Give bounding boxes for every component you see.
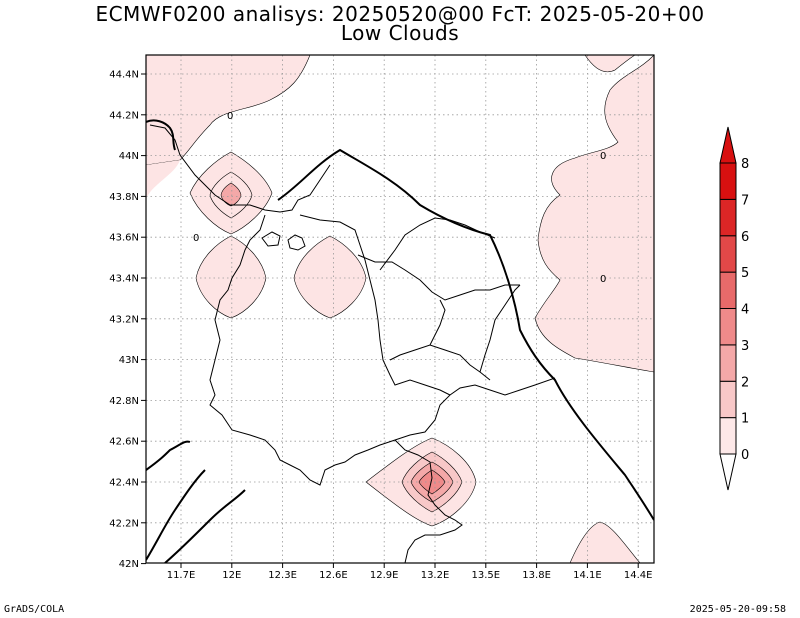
cloud-area-top-right [584,55,636,73]
colorbar-label: 5 [741,266,749,281]
colorbar-lower-arrow [719,453,737,491]
colorbar-label: 8 [741,157,749,172]
cloud-area-diamond-3 [293,235,367,319]
cloud-core-4c [418,469,446,495]
colorbar-segment [719,198,737,237]
lake-trasimeno [287,234,306,251]
map-frame [145,54,655,564]
map-axes: 11.7E 12E 12.3E 12.6E 12.9E 13.2E 13.5E 13.8E 14… [109,70,652,582]
colorbar-segment [719,235,737,273]
lat-tick-label: 43.6N [109,233,139,244]
colorbar-label: 4 [741,303,749,318]
map-grid [146,55,654,563]
footer-software-label: GrADS/COLA [4,604,65,615]
coastline-south [164,489,246,563]
lon-tick-label: 12E [222,570,241,581]
lat-tick-label: 44N [119,151,139,162]
colorbar-segment [719,380,737,419]
contour-labels: 0 0 0 0 [193,111,606,285]
region-borders [149,124,556,563]
coastline-southwest [146,440,206,561]
cloud-shading [146,55,654,563]
map-boundaries [146,119,654,563]
map-subtitle: Low Clouds [340,21,460,45]
contour-label-2: 0 [193,233,199,244]
lat-tick-label: 43.8N [109,192,139,203]
lat-tick-label: 44.2N [109,110,139,121]
lon-tick-label: 13.5E [472,570,501,581]
lon-tick-label: 12.9E [370,570,399,581]
lat-tick-label: 42.4N [109,478,139,489]
colorbar: 0 1 2 3 4 5 6 7 8 [719,126,749,491]
lon-tick-label: 12.6E [319,570,348,581]
lat-tick-label: 43.2N [109,314,139,325]
colorbar-segment [719,271,737,309]
colorbar-label: 1 [741,412,749,427]
colorbar-label: 3 [741,339,749,354]
lon-tick-label: 13.2E [421,570,450,581]
coastline [277,148,654,521]
lat-tick-label: 42.8N [109,396,139,407]
colorbar-label: 7 [741,193,749,208]
coastline-northwest [146,119,176,151]
footer-timestamp: 2025-05-20-09:58 [689,604,786,615]
lat-tick-label: 44.4N [109,70,139,81]
lat-tick-label: 43.4N [109,274,139,285]
cloud-core-1 [220,182,242,207]
lat-tick-label: 42.6N [109,437,139,448]
cloud-area-west-edge [146,160,180,200]
map-title: ECMWF0200 analisys: 20250520@00 FcT: 202… [95,2,705,26]
cloud-ring-1 [209,171,253,219]
lon-tick-label: 11.7E [167,570,196,581]
cloud-area-diamond-2 [195,235,267,319]
contour-label-1: 0 [227,111,233,122]
cloud-area-northwest [146,55,311,166]
lat-tick-label: 43N [119,355,139,366]
cloud-area-southeast [569,521,641,563]
lon-tick-label: 14.4E [624,570,653,581]
lat-tick-label: 42.2N [109,518,139,529]
colorbar-segment [719,162,737,200]
contour-label-3: 0 [600,151,606,162]
lon-tick-label: 12.3E [268,570,297,581]
cloud-area-northeast [534,55,654,373]
lon-tick-label: 13.8E [522,570,551,581]
colorbar-upper-arrow [719,126,737,164]
colorbar-label: 6 [741,230,749,245]
lake-west [261,231,281,247]
lat-tick-label: 42N [119,559,139,570]
colorbar-label: 0 [741,448,749,463]
colorbar-segment [719,344,737,382]
contour-label-4: 0 [600,274,606,285]
colorbar-label: 2 [741,375,749,390]
colorbar-segment [719,417,737,455]
colorbar-segment [719,308,737,346]
lon-tick-label: 14.1E [573,570,602,581]
